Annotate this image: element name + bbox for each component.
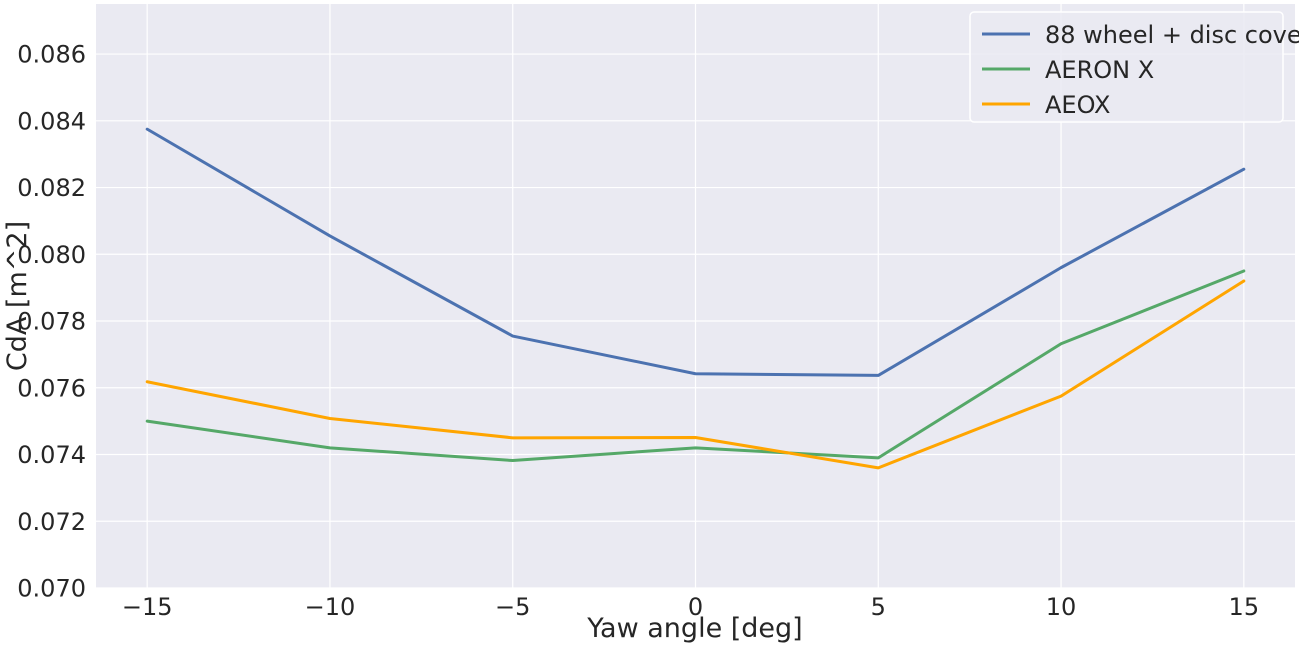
y-tick-label: 0.074: [17, 441, 86, 469]
y-tick-label: 0.070: [17, 575, 86, 603]
y-tick-label: 0.082: [17, 174, 86, 202]
legend-label: AEOX: [1045, 91, 1110, 119]
x-tick-label: −5: [495, 593, 530, 621]
x-axis-ticks: −15 −10 −5 0 5 10 15: [122, 593, 1259, 621]
y-tick-label: 0.078: [17, 308, 86, 336]
y-tick-label: 0.084: [17, 107, 86, 135]
x-tick-label: 15: [1229, 593, 1260, 621]
legend: 88 wheel + disc cover AERON X AEOX: [969, 11, 1299, 123]
series-lines: [145, 127, 1246, 470]
y-axis-label: CdA [m^2]: [2, 221, 33, 371]
x-tick-label: 5: [871, 593, 886, 621]
y-tick-label: 0.076: [17, 374, 86, 402]
x-axis-label: Yaw angle [deg]: [586, 613, 802, 644]
x-tick-label: 10: [1046, 593, 1077, 621]
y-axis-ticks: 0.070 0.072 0.074 0.076 0.078 0.080 0.082 0.084…: [17, 41, 86, 603]
y-tick-label: 0.072: [17, 508, 86, 536]
x-tick-label: 0: [688, 593, 703, 621]
x-tick-label: −15: [122, 593, 173, 621]
y-tick-label: 0.086: [17, 41, 86, 69]
grid: [96, 4, 1295, 589]
x-tick-label: −10: [305, 593, 356, 621]
legend-box: [969, 11, 1284, 123]
y-tick-label: 0.080: [17, 241, 86, 269]
legend-label: 88 wheel + disc cover: [1045, 21, 1299, 49]
legend-label: AERON X: [1045, 56, 1154, 84]
